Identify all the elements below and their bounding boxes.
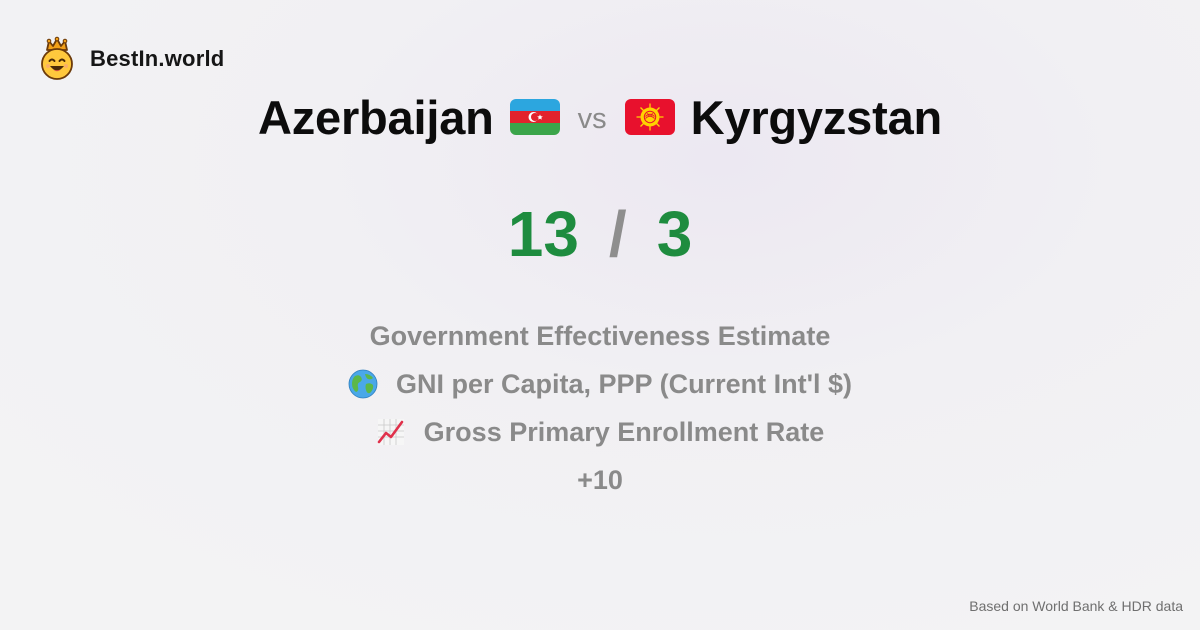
kyrgyzstan-flag-icon [624, 99, 675, 135]
metric-label: Government Effectiveness Estimate [369, 320, 831, 351]
right-country-name[interactable]: Kyrgyzstan [690, 90, 943, 144]
azerbaijan-flag-icon [509, 99, 560, 135]
crowned-smiley-icon [41, 36, 73, 80]
left-country-name[interactable]: Azerbaijan [257, 90, 494, 144]
metric-item-gni-per-capita: GNI per Capita, PPP (Current Int'l $) [0, 360, 1200, 408]
vs-label: vs [577, 102, 607, 135]
left-score: 13 [507, 198, 579, 270]
more-metrics-count[interactable]: +10 [0, 456, 1200, 504]
brand[interactable]: BestIn.world [38, 36, 224, 80]
metric-label: GNI per Capita, PPP (Current Int'l $) [396, 368, 852, 399]
metric-list: Government Effectiveness Estimate GNI pe… [0, 312, 1200, 504]
metric-item-government-effectiveness: Government Effectiveness Estimate [0, 312, 1200, 360]
score-separator: / [608, 198, 627, 270]
score: 13 / 3 [0, 196, 1200, 272]
comparison-title: Azerbaijan vs Kyrgyzstan [0, 86, 1200, 148]
globe-icon [348, 369, 378, 399]
metric-item-gross-primary-enrollment: Gross Primary Enrollment Rate [0, 408, 1200, 456]
brand-name: BestIn.world [90, 46, 225, 71]
right-score: 3 [656, 198, 693, 270]
chart-increasing-icon [377, 419, 404, 445]
metric-label: Gross Primary Enrollment Rate [423, 416, 825, 447]
more-metrics-label: +10 [577, 464, 623, 495]
source-note: Based on World Bank & HDR data [969, 598, 1183, 614]
